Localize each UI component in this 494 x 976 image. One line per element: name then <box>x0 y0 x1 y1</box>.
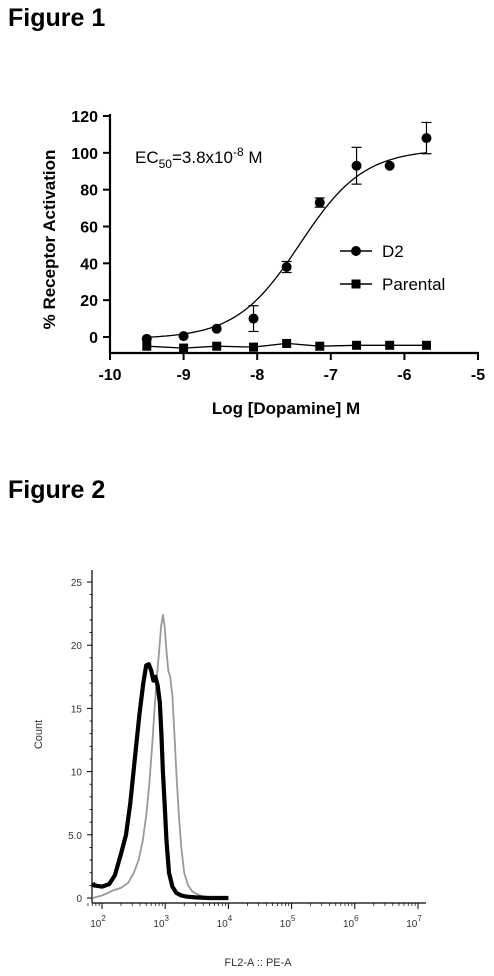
x-tick-label: 102 <box>90 914 106 930</box>
x-tick-base: 10 <box>153 919 165 930</box>
parental-point <box>249 342 259 352</box>
y-tick-label: 100 <box>71 146 98 163</box>
d2-point <box>281 262 292 273</box>
x-tick-exp: 7 <box>417 914 422 923</box>
y-tick-label: 40 <box>80 256 98 273</box>
x-tick-base: 10 <box>90 919 102 930</box>
x-tick-label: -5 <box>471 367 485 384</box>
y-tick-label: 15 <box>71 704 83 715</box>
parental-point <box>142 341 152 351</box>
x-tick-label: 106 <box>343 914 359 930</box>
x-tick-label: 105 <box>280 914 296 930</box>
y-tick-label: 5.0 <box>68 831 82 842</box>
y-axis-label: Count <box>33 720 45 749</box>
x-tick-label: -8 <box>250 367 264 384</box>
legend-marker-circle <box>351 246 361 256</box>
x-tick-label: -10 <box>98 367 121 384</box>
x-tick-label: -9 <box>176 367 190 384</box>
x-tick-base: 10 <box>280 919 292 930</box>
x-axis-label: FL2-A :: PE-A <box>224 957 292 969</box>
x-tick-exp: 2 <box>101 914 106 923</box>
y-tick-label: 20 <box>71 641 83 652</box>
ec50-mid: =3.8x10 <box>172 148 233 167</box>
histogram-black-line <box>91 662 229 901</box>
y-axis-label: % Receptor Activation <box>40 150 59 330</box>
x-tick-base: 10 <box>217 919 229 930</box>
figure-1-title: Figure 1 <box>8 4 106 32</box>
x-tick-base: 10 <box>406 919 418 930</box>
ec50-sub: 50 <box>159 157 173 171</box>
d2-point <box>421 133 432 144</box>
d2-point <box>384 160 395 171</box>
parental-point <box>315 341 325 351</box>
x-tick-exp: 5 <box>291 914 296 923</box>
d2-point <box>141 333 152 344</box>
y-tick-label: 10 <box>71 768 83 779</box>
d2-point <box>351 160 362 171</box>
histogram-grey-line <box>92 614 229 899</box>
parental-point <box>179 343 189 353</box>
parental-point <box>385 340 395 350</box>
x-tick-exp: 4 <box>228 914 233 923</box>
y-tick-label: 25 <box>71 578 83 589</box>
y-tick-label: 0 <box>89 330 98 347</box>
ec50-prefix: EC <box>135 148 159 167</box>
d2-point <box>211 323 222 334</box>
d2-point <box>248 313 259 324</box>
x-tick-label: 103 <box>153 914 169 930</box>
x-tick-exp: 6 <box>354 914 359 923</box>
d2-point <box>178 331 189 342</box>
figure-2-title: Figure 2 <box>8 476 106 504</box>
y-tick-label: 60 <box>80 220 98 237</box>
y-tick-label: 20 <box>80 293 98 310</box>
legend-label: Parental <box>382 275 445 294</box>
x-axis-label: Log [Dopamine] M <box>212 399 360 418</box>
y-tick-label: 120 <box>71 109 98 126</box>
parental-point <box>352 340 362 350</box>
ec50-sup: -8 <box>233 145 244 159</box>
y-tick-label: 80 <box>80 183 98 200</box>
y-tick-label: 0 <box>76 894 82 905</box>
legend-marker-square <box>351 279 361 289</box>
ec50-suffix: M <box>244 148 263 167</box>
x-tick-label: -7 <box>324 367 338 384</box>
x-tick-exp: 3 <box>165 914 170 923</box>
parental-point <box>421 340 431 350</box>
d2-point <box>314 197 325 208</box>
x-tick-label: -6 <box>397 367 411 384</box>
parental-point <box>212 341 222 351</box>
x-tick-label: 104 <box>217 914 233 930</box>
parental-point <box>282 338 292 348</box>
x-tick-base: 10 <box>343 919 355 930</box>
ec50-annotation: EC50=3.8x10-8 M <box>135 145 263 171</box>
legend-label: D2 <box>382 242 404 261</box>
x-tick-label: 107 <box>406 914 422 930</box>
